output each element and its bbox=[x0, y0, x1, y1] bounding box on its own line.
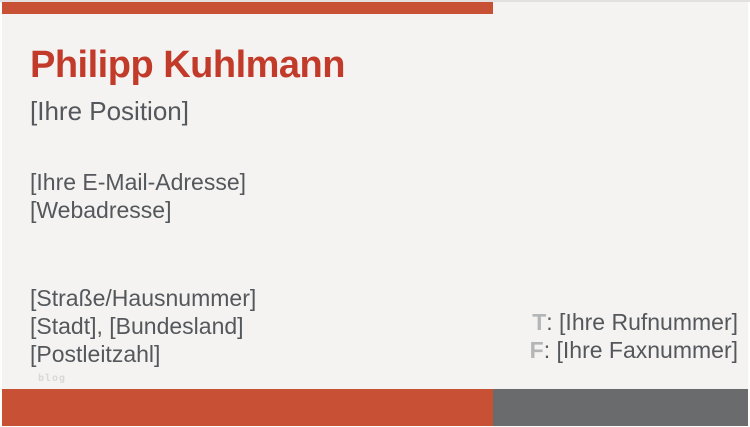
watermark-text: blog bbox=[38, 373, 67, 384]
person-name: Philipp Kuhlmann bbox=[30, 44, 345, 86]
online-contact-block: [Ihre E-Mail-Adresse] [Webadresse] bbox=[30, 168, 246, 224]
bottom-accent-bar bbox=[2, 389, 493, 426]
fax-line: F: [Ihre Faxnummer] bbox=[530, 336, 738, 364]
phone-line: T: [Ihre Rufnummer] bbox=[530, 308, 738, 336]
top-edge-border bbox=[0, 0, 750, 2]
website-placeholder: [Webadresse] bbox=[30, 197, 172, 223]
phone-label: T bbox=[532, 309, 547, 335]
bottom-gray-bar bbox=[493, 389, 748, 426]
fax-label: F bbox=[529, 337, 544, 363]
position-placeholder: [Ihre Position] bbox=[30, 96, 189, 126]
city-state-placeholder: [Stadt], [Bundesland] bbox=[30, 313, 244, 339]
email-placeholder: [Ihre E-Mail-Adresse] bbox=[30, 169, 247, 195]
phone-placeholder: : [Ihre Rufnummer] bbox=[546, 309, 738, 335]
top-accent-bar bbox=[2, 2, 493, 14]
postal-code-placeholder: [Postleitzahl] bbox=[30, 341, 161, 367]
phone-fax-block: T: [Ihre Rufnummer] F: [Ihre Faxnummer] bbox=[530, 308, 738, 364]
fax-placeholder: : [Ihre Faxnummer] bbox=[543, 337, 738, 363]
address-block: [Straße/Hausnummer] [Stadt], [Bundesland… bbox=[30, 284, 256, 368]
street-placeholder: [Straße/Hausnummer] bbox=[30, 285, 257, 311]
